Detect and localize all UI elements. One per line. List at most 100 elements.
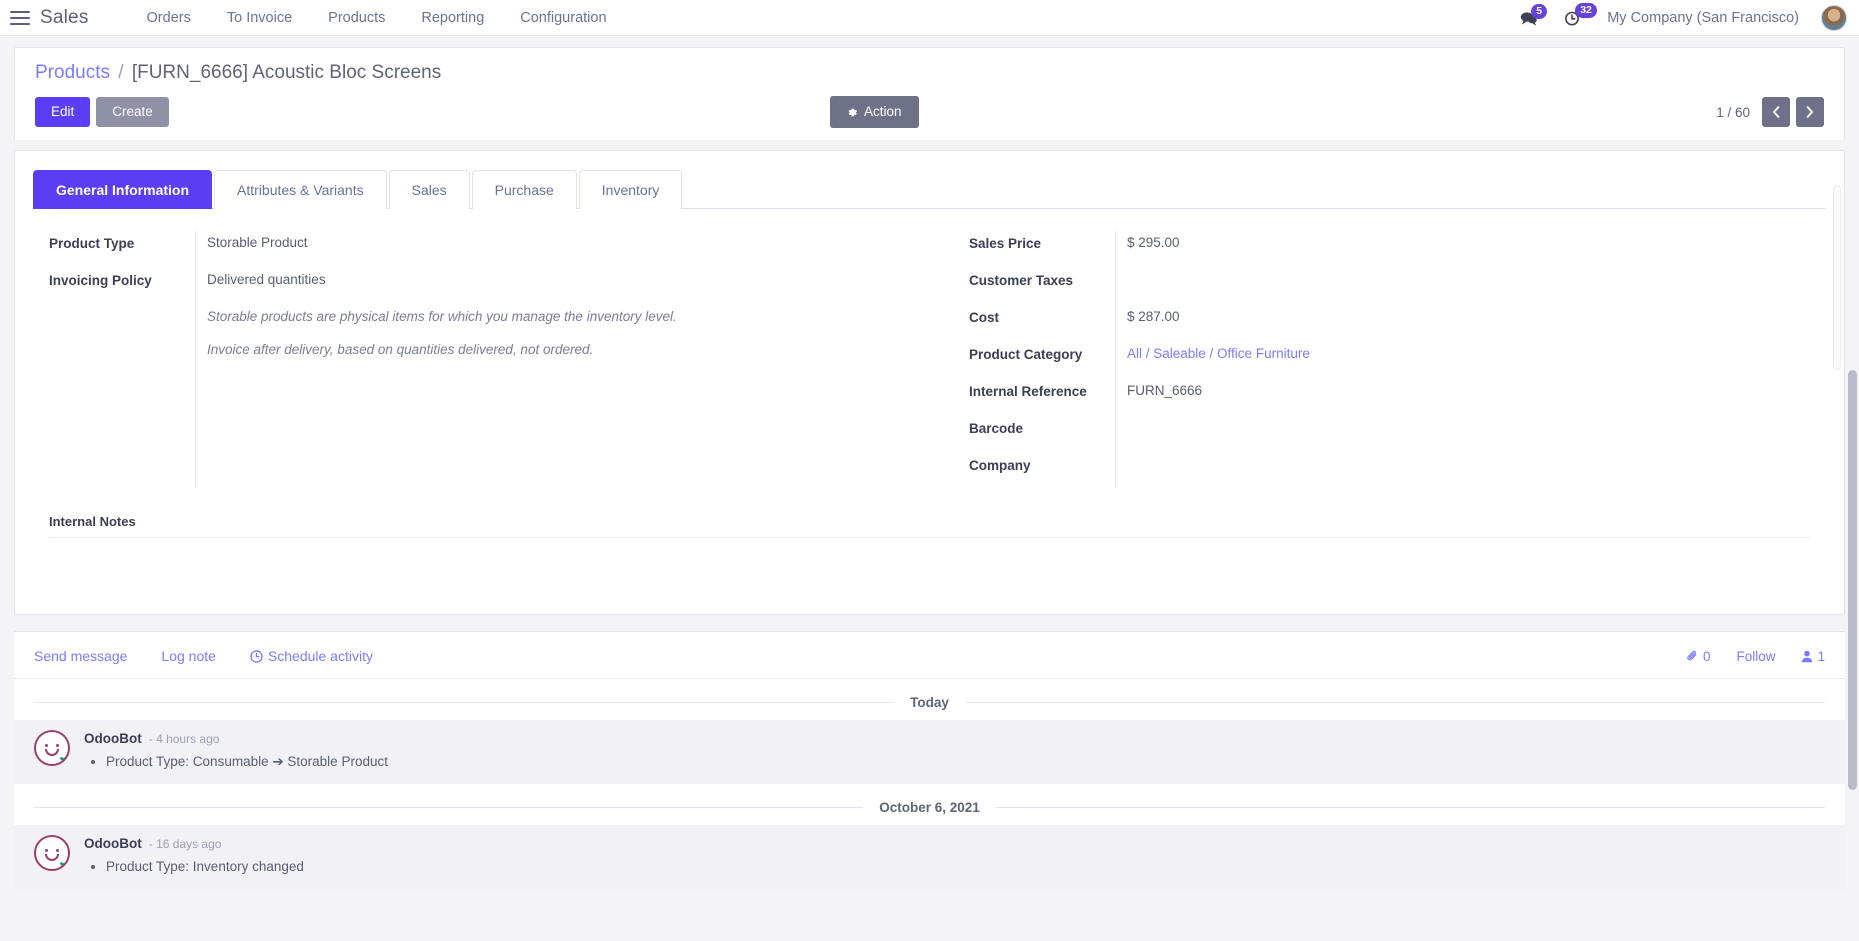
message-body: OdooBot - 4 hours ago Product Type: Cons… — [84, 730, 1825, 772]
avatar-odoobot — [34, 730, 70, 766]
field-value-cost[interactable]: $ 287.00 — [1127, 309, 1180, 324]
chat-bubble-icon — [1521, 11, 1538, 26]
followers-button[interactable]: 1 — [1801, 649, 1825, 664]
date-separator-line — [964, 702, 1826, 703]
field-value-product-category[interactable]: All / Saleable / Office Furniture — [1127, 346, 1310, 361]
messages-button[interactable]: 5 — [1520, 3, 1548, 26]
notebook-tabs: General Information Attributes & Variant… — [33, 169, 1826, 209]
field-cost: Cost $ 287.00 — [969, 309, 1810, 328]
date-separator-line — [34, 807, 864, 809]
message-content: Product Type: Inventory changed — [106, 857, 1825, 877]
field-label-product-type: Product Type — [49, 236, 135, 251]
gear-icon — [847, 107, 858, 118]
tab-attributes-variants[interactable]: Attributes & Variants — [214, 170, 387, 209]
message-author: OdooBot — [84, 836, 142, 852]
date-separator-october: October 6, 2021 — [14, 784, 1845, 825]
message-content: Product Type: Consumable ➔ Storable Prod… — [106, 752, 1825, 772]
paperclip-icon — [1687, 650, 1697, 660]
follow-button[interactable]: Follow — [1736, 648, 1776, 664]
hint-product-type: Storable products are physical items for… — [207, 309, 677, 324]
edit-button[interactable]: Edit — [35, 97, 91, 127]
field-value-sales-price[interactable]: $ 295.00 — [1127, 235, 1180, 250]
attachment-count-button[interactable]: 0 — [1686, 648, 1711, 664]
field-product-type: Product Type Storable Product — [49, 235, 929, 254]
internal-notes-divider — [49, 537, 1810, 538]
field-barcode: Barcode — [969, 420, 1810, 439]
form-column-right: Sales Price $ 295.00 Customer Taxes Cost… — [929, 231, 1810, 494]
field-customer-taxes: Customer Taxes — [969, 272, 1810, 291]
sheet-scrollbar-thumb[interactable] — [1833, 185, 1841, 370]
send-message-button[interactable]: Send message — [34, 648, 128, 664]
schedule-activity-button[interactable]: Schedule activity — [250, 648, 373, 664]
schedule-activity-label: Schedule activity — [267, 648, 373, 664]
pager-next-button[interactable] — [1796, 97, 1824, 127]
avatar-odoobot — [34, 835, 70, 872]
log-note-button[interactable]: Log note — [161, 648, 216, 664]
message-line: Product Type: Inventory changed — [106, 857, 1825, 877]
field-label-barcode: Barcode — [969, 421, 1024, 436]
message-timestamp: - 4 hours ago — [148, 732, 220, 746]
field-label-sales-price: Sales Price — [969, 236, 1042, 251]
field-label-cost: Cost — [969, 310, 999, 325]
action-button-label: Action — [864, 104, 902, 120]
breadcrumb: Products / [FURN_6666] Acoustic Bloc Scr… — [35, 62, 1824, 84]
nav-item-to-invoice[interactable]: To Invoice — [226, 9, 293, 26]
chatter-toolbar: Send message Log note Schedule activity … — [14, 632, 1845, 679]
activities-button[interactable]: 32 — [1564, 3, 1597, 26]
form-fields: Product Type Storable Product Invoicing … — [33, 209, 1826, 504]
field-label-invoicing-policy: Invoicing Policy — [49, 273, 152, 288]
user-avatar[interactable] — [1821, 5, 1847, 31]
date-separator-label: October 6, 2021 — [879, 800, 980, 816]
nav-item-configuration[interactable]: Configuration — [520, 9, 607, 26]
message-thread: Today OdooBot - 4 hours ago Product Type… — [14, 679, 1845, 890]
field-value-invoicing-policy[interactable]: Delivered quantities — [207, 272, 326, 287]
message-header: OdooBot - 4 hours ago — [84, 731, 1825, 746]
top-navbar: Sales Orders To Invoice Products Reporti… — [0, 0, 1859, 36]
page-title: [FURN_6666] Acoustic Bloc Screens — [131, 62, 442, 83]
internal-notes-label: Internal Notes — [49, 514, 136, 529]
internal-notes-input[interactable] — [33, 538, 1826, 600]
breadcrumb-products[interactable]: Products — [35, 62, 110, 83]
nav-item-orders[interactable]: Orders — [146, 9, 191, 26]
chatter-stats: 0 Follow 1 — [1686, 649, 1825, 664]
follower-count: 1 — [1817, 648, 1825, 664]
create-button[interactable]: Create — [96, 97, 169, 127]
date-separator-label: Today — [910, 695, 949, 710]
tab-sales[interactable]: Sales — [388, 170, 470, 209]
attachment-count: 0 — [1702, 648, 1711, 664]
navbar-left: Sales Orders To Invoice Products Reporti… — [0, 2, 625, 34]
nav-item-products[interactable]: Products — [328, 9, 386, 26]
message-item: OdooBot - 4 hours ago Product Type: Cons… — [14, 720, 1845, 785]
chatter: Send message Log note Schedule activity … — [14, 631, 1845, 890]
tab-general-information[interactable]: General Information — [33, 170, 213, 209]
message-author: OdooBot — [84, 731, 142, 746]
message-body: OdooBot - 16 days ago Product Type: Inve… — [84, 835, 1825, 877]
field-value-product-type[interactable]: Storable Product — [207, 235, 308, 250]
action-button[interactable]: Action — [830, 96, 919, 128]
chevron-left-icon — [1773, 106, 1780, 118]
chevron-right-icon — [1806, 106, 1813, 118]
company-switcher[interactable]: My Company (San Francisco) — [1607, 10, 1799, 26]
form-column-left: Product Type Storable Product Invoicing … — [49, 231, 929, 494]
navbar-right: 5 32 My Company (San Francisco) — [1520, 0, 1847, 36]
column-divider-right — [1115, 231, 1116, 488]
message-item: OdooBot - 16 days ago Product Type: Inve… — [14, 825, 1845, 890]
field-label-internal-reference: Internal Reference — [969, 384, 1087, 399]
field-value-internal-reference[interactable]: FURN_6666 — [1127, 383, 1203, 398]
tab-inventory[interactable]: Inventory — [578, 170, 683, 209]
page-scrollbar-thumb[interactable] — [1848, 370, 1857, 790]
hamburger-icon[interactable] — [10, 10, 30, 25]
column-divider — [195, 231, 196, 488]
hint-invoicing-policy: Invoice after delivery, based on quantit… — [207, 342, 594, 357]
app-brand-sales[interactable]: Sales — [40, 6, 89, 28]
pager-previous-button[interactable] — [1762, 97, 1790, 127]
date-separator-today: Today — [14, 679, 1845, 720]
pager: 1 / 60 — [1716, 97, 1824, 127]
clock-icon — [250, 649, 263, 663]
field-product-category: Product Category All / Saleable / Office… — [969, 346, 1810, 365]
field-label-company: Company — [969, 458, 1031, 473]
breadcrumb-separator: / — [118, 62, 124, 83]
date-separator-line — [34, 702, 895, 703]
nav-item-reporting[interactable]: Reporting — [421, 9, 485, 26]
tab-purchase[interactable]: Purchase — [471, 170, 577, 209]
